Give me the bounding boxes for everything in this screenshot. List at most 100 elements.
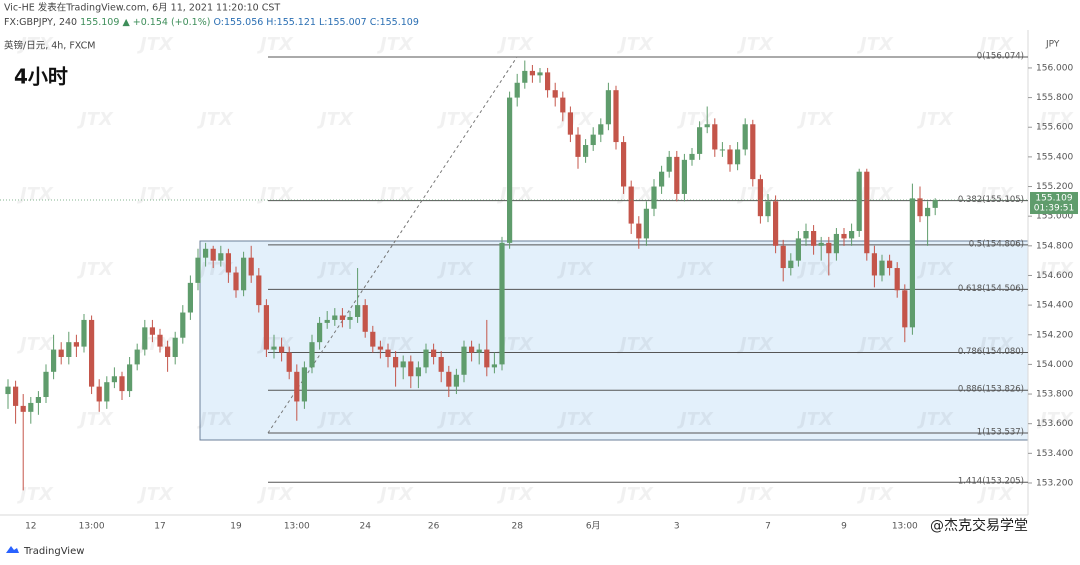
candle-body xyxy=(13,386,19,406)
x-tick-label: 13:00 xyxy=(892,522,918,532)
timeframe: 4小时 xyxy=(14,65,68,89)
candle-body xyxy=(461,346,467,375)
candle-body xyxy=(871,253,877,276)
candle-body xyxy=(111,376,117,383)
watermark: JTX xyxy=(317,409,354,430)
y-tick-label: 154.400 xyxy=(1036,301,1073,311)
watermark: JTX xyxy=(17,34,54,55)
y-tick-label: 155.400 xyxy=(1036,152,1073,162)
watermark: JTX xyxy=(257,484,294,505)
candle-body xyxy=(339,315,345,320)
candle-body xyxy=(925,207,931,217)
y-tick-label: 155.000 xyxy=(1036,212,1073,222)
watermark: JTX xyxy=(137,34,174,55)
x-tick-label: 26 xyxy=(428,522,440,532)
candle-body xyxy=(643,208,649,239)
candle-body xyxy=(727,149,733,165)
candle-body xyxy=(362,305,368,332)
watermark: JTX xyxy=(737,184,774,205)
candle-body xyxy=(43,371,49,398)
candle-body xyxy=(309,342,315,368)
candle-body xyxy=(689,153,695,160)
candle-body xyxy=(742,124,748,150)
candle-body xyxy=(659,171,665,187)
watermark: JTX xyxy=(497,484,534,505)
watermark: JTX xyxy=(557,259,594,280)
y-tick-label: 155.600 xyxy=(1036,123,1073,133)
watermark: JTX xyxy=(437,109,474,130)
change: ▲ +0.154 (+0.1%) xyxy=(122,17,210,28)
watermark: JTX xyxy=(257,34,294,55)
fib-label: 1(153.537) xyxy=(977,428,1024,438)
candle-body xyxy=(909,198,915,328)
y-tick-label: 153.800 xyxy=(1036,390,1073,400)
candle-body xyxy=(491,364,497,368)
y-tick-label: 155.200 xyxy=(1036,182,1073,192)
watermark: JTX xyxy=(77,109,114,130)
candle-body xyxy=(400,361,406,368)
candle-body xyxy=(89,319,95,387)
candle-body xyxy=(735,149,741,165)
watermark: JTX xyxy=(257,334,294,355)
candle-body xyxy=(841,233,847,239)
x-tick-label: 28 xyxy=(511,522,523,532)
last-price-label: 155.109 xyxy=(1035,194,1072,204)
watermark: JTX xyxy=(557,409,594,430)
watermark: JTX xyxy=(857,334,894,355)
candle-body xyxy=(157,334,163,347)
watermark: JTX xyxy=(737,34,774,55)
candle-body xyxy=(172,337,178,357)
candle-body xyxy=(119,376,125,392)
candle-body xyxy=(666,156,672,172)
watermark: JTX xyxy=(617,484,654,505)
watermark: JTX xyxy=(197,109,234,130)
candle-body xyxy=(271,346,277,350)
candle-body xyxy=(28,402,34,412)
y-tick-label: 154.200 xyxy=(1036,330,1073,340)
watermark: JTX xyxy=(377,184,414,205)
candle-body xyxy=(149,327,155,335)
watermark: JTX xyxy=(797,259,834,280)
candle-body xyxy=(218,253,224,261)
x-tick-label: 6月 xyxy=(586,521,601,532)
watermark: JTX xyxy=(437,409,474,430)
candle-body xyxy=(248,257,254,276)
header-line: Vic-HE 发表在TradingView.com, 6月 11, 2021 1… xyxy=(4,2,280,14)
candle-body xyxy=(301,367,307,402)
candle-body xyxy=(317,322,323,343)
candle-body xyxy=(225,253,231,273)
candle-body xyxy=(598,124,604,135)
watermark: JTX xyxy=(917,109,954,130)
candle-body xyxy=(58,349,64,357)
watermark: JTX xyxy=(197,259,234,280)
candle-body xyxy=(180,312,186,338)
y-tick-label: 154.800 xyxy=(1036,241,1073,251)
price: 155.109 xyxy=(80,17,119,28)
watermark: JTX xyxy=(1037,109,1074,130)
candle-body xyxy=(818,242,824,246)
watermark: JTX xyxy=(257,184,294,205)
candle-body xyxy=(210,248,216,261)
candle-body xyxy=(484,349,490,368)
candle-body xyxy=(499,242,505,365)
candle-body xyxy=(605,90,611,125)
fib-label: 0(156.074) xyxy=(977,51,1024,61)
candle-body xyxy=(332,315,338,320)
watermark: JTX xyxy=(677,259,714,280)
candle-body xyxy=(476,349,482,353)
symbol: FX:GBPJPY, 240 xyxy=(4,17,77,28)
fib-label: 0.886(153.826) xyxy=(958,385,1024,395)
watermark: JTX xyxy=(197,409,234,430)
x-tick-label: 19 xyxy=(230,522,242,532)
fib-label: 1.414(153.205) xyxy=(958,477,1024,487)
candle-body xyxy=(902,290,908,328)
watermark: JTX xyxy=(437,259,474,280)
x-tick-label: 9 xyxy=(841,522,847,532)
last-price-box xyxy=(1030,192,1078,215)
countdown: 01:39:51 xyxy=(1034,204,1074,214)
candle-body xyxy=(856,171,862,231)
watermark: JTX xyxy=(677,409,714,430)
candle-body xyxy=(66,342,72,357)
y-tick-label: 156.000 xyxy=(1036,63,1073,73)
watermark: JTX xyxy=(377,34,414,55)
